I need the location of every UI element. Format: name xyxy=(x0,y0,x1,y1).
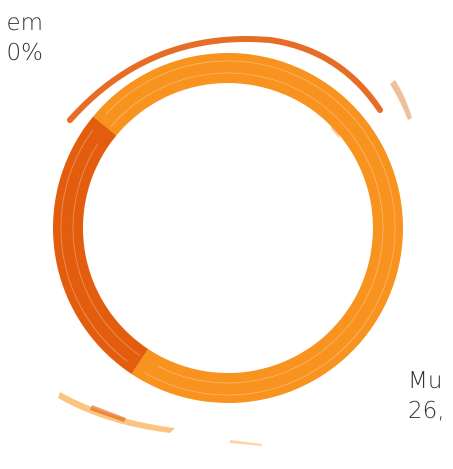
brush-texture-stroke xyxy=(66,136,135,360)
brush-texture-stroke xyxy=(107,66,390,390)
donut-hole xyxy=(85,85,371,371)
slice-label-bottom: Mu 26, xyxy=(408,366,445,426)
donut-slice-0 xyxy=(93,52,403,403)
brush-texture-stroke xyxy=(103,54,402,402)
slice-label-name: Mu xyxy=(408,368,443,394)
splatter-mark xyxy=(312,82,340,146)
slice-label-value: 0% xyxy=(6,40,44,66)
brush-texture-stroke xyxy=(78,150,147,354)
brush-edge-stroke xyxy=(67,36,383,123)
brush-texture-stroke xyxy=(54,121,122,365)
splatter-mark xyxy=(230,440,262,446)
brush-texture-stroke xyxy=(112,78,378,378)
splatter-mark xyxy=(90,405,126,422)
brush-texture-stroke xyxy=(110,72,384,384)
brush-texture-stroke xyxy=(72,143,141,356)
donut-slice-1 xyxy=(52,116,149,374)
slice-label-value: 26, xyxy=(408,398,445,424)
brush-texture-stroke xyxy=(60,129,128,362)
brush-texture-stroke xyxy=(105,60,396,396)
slice-label-top: em 0% xyxy=(6,8,43,68)
brush-ring xyxy=(58,80,412,446)
donut-slices xyxy=(52,36,403,403)
slice-label-name: em xyxy=(6,10,43,36)
splatter-mark xyxy=(390,80,412,120)
splatter-mark xyxy=(58,392,175,433)
